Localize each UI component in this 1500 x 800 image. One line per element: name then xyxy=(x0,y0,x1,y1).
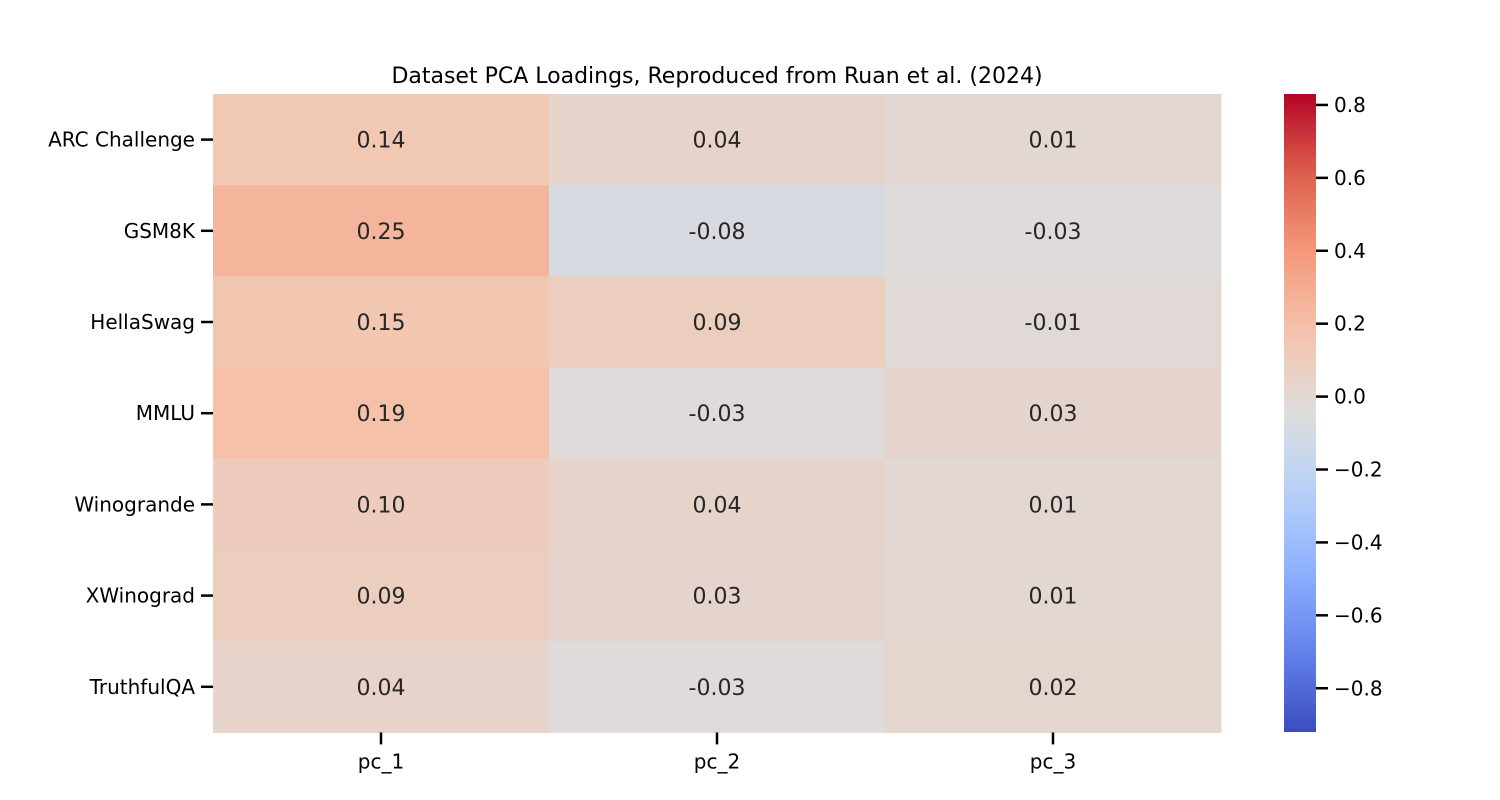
chart-title: Dataset PCA Loadings, Reproduced from Ru… xyxy=(391,64,1043,89)
y-tick-label: MMLU xyxy=(136,401,195,425)
heatmap-cell xyxy=(885,276,1222,369)
cell-value-label: 0.19 xyxy=(357,402,406,427)
heatmap-cell xyxy=(885,458,1222,551)
colorbar-tick-label: 0.8 xyxy=(1334,93,1366,117)
heatmap-cell xyxy=(213,458,550,551)
heatmap-cell xyxy=(549,550,886,642)
colorbar xyxy=(1284,94,1316,732)
cell-value-label: -0.01 xyxy=(1025,311,1082,336)
heatmap-cell xyxy=(549,185,886,277)
heatmap-cell xyxy=(885,367,1222,460)
heatmap-cell xyxy=(549,367,886,460)
cell-value-label: 0.01 xyxy=(1029,585,1078,610)
heatmap-cell xyxy=(213,94,550,186)
x-tick-label: pc_1 xyxy=(358,749,404,773)
heatmap-cell xyxy=(213,276,550,369)
cell-value-label: 0.15 xyxy=(357,311,406,336)
cell-value-label: 0.03 xyxy=(693,585,742,610)
colorbar-tick-label: 0.4 xyxy=(1334,239,1366,263)
cell-value-label: 0.14 xyxy=(357,129,406,154)
colorbar-tick-label: −0.6 xyxy=(1334,603,1383,627)
cell-value-label: -0.03 xyxy=(1025,220,1082,245)
x-tick-label: pc_2 xyxy=(694,749,740,773)
y-tick-label: Winogrande xyxy=(74,492,195,516)
colorbar-tick-label: −0.2 xyxy=(1334,458,1383,482)
heatmap-cell xyxy=(549,94,886,186)
cell-value-label: 0.02 xyxy=(1029,676,1078,701)
colorbar-tick-label: 0.6 xyxy=(1334,166,1366,190)
heatmap-cell xyxy=(549,458,886,551)
cell-value-label: 0.01 xyxy=(1029,493,1078,518)
heatmap-cell xyxy=(549,276,886,369)
heatmap-cell xyxy=(213,367,550,460)
cell-value-label: 0.04 xyxy=(693,129,742,154)
heatmap-cell xyxy=(885,94,1222,186)
cell-value-label: 0.25 xyxy=(357,220,406,245)
cell-value-label: -0.03 xyxy=(689,676,746,701)
colorbar-tick-label: 0.0 xyxy=(1334,385,1366,409)
y-tick-label: XWinograd xyxy=(86,584,195,608)
heatmap-cell xyxy=(213,185,550,277)
heatmap-cell xyxy=(885,550,1222,642)
cell-value-label: -0.03 xyxy=(689,402,746,427)
x-tick-label: pc_3 xyxy=(1030,749,1076,773)
heatmap-cell xyxy=(549,641,886,733)
colorbar-tick-label: 0.2 xyxy=(1334,312,1366,336)
colorbar-tick-label: −0.8 xyxy=(1334,676,1383,700)
heatmap-cell xyxy=(885,185,1222,277)
cell-value-label: 0.01 xyxy=(1029,129,1078,154)
cell-value-label: 0.03 xyxy=(1029,402,1078,427)
y-tick-label: GSM8K xyxy=(124,219,196,243)
cell-value-label: 0.04 xyxy=(357,676,406,701)
y-tick-label: HellaSwag xyxy=(90,310,195,334)
cell-value-label: 0.09 xyxy=(357,585,406,610)
cell-value-label: 0.04 xyxy=(693,493,742,518)
heatmap-cell xyxy=(213,550,550,642)
cell-value-label: -0.08 xyxy=(689,220,746,245)
colorbar-tick-label: −0.4 xyxy=(1334,530,1383,554)
heatmap-cell xyxy=(885,641,1222,733)
y-tick-label: ARC Challenge xyxy=(48,128,195,152)
cell-value-label: 0.10 xyxy=(357,493,406,518)
y-tick-label: TruthfulQA xyxy=(89,675,196,699)
cell-value-label: 0.09 xyxy=(693,311,742,336)
heatmap-cell xyxy=(213,641,550,733)
